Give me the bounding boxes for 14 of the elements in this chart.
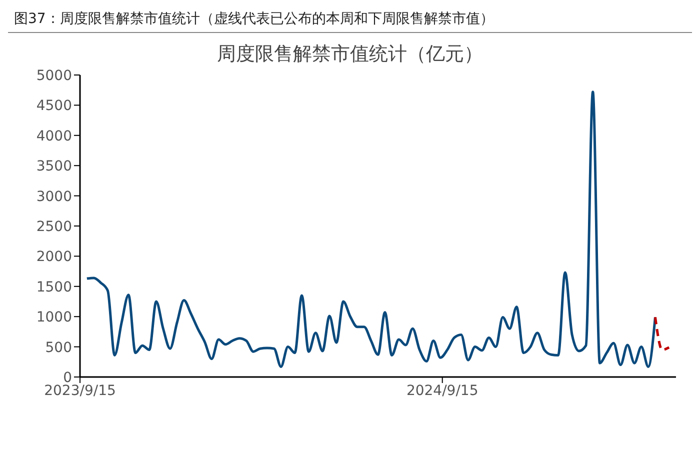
x-tick-label: 2024/9/15	[406, 382, 478, 399]
y-tick-label: 1000	[36, 310, 72, 326]
y-tick-label: 1500	[36, 279, 72, 296]
line-series	[86, 90, 656, 368]
y-tick-label: 3000	[36, 188, 72, 205]
y-tick-label: 4000	[36, 128, 72, 144]
y-tick-label: 2000	[36, 249, 72, 266]
chart-title: 周度限售解禁市值统计（亿元）	[216, 42, 484, 67]
y-tick-label: 4500	[36, 98, 72, 114]
chart-subtitle: 图37：周度限售解禁市值统计（虚线代表已公布的本周和下周限售解禁市值）	[8, 8, 692, 33]
y-tick-label: 3500	[36, 158, 72, 175]
y-tick-label: 500	[45, 340, 72, 356]
y-tick-label: 2500	[36, 218, 72, 235]
y-tick-label: 5000	[36, 68, 72, 84]
